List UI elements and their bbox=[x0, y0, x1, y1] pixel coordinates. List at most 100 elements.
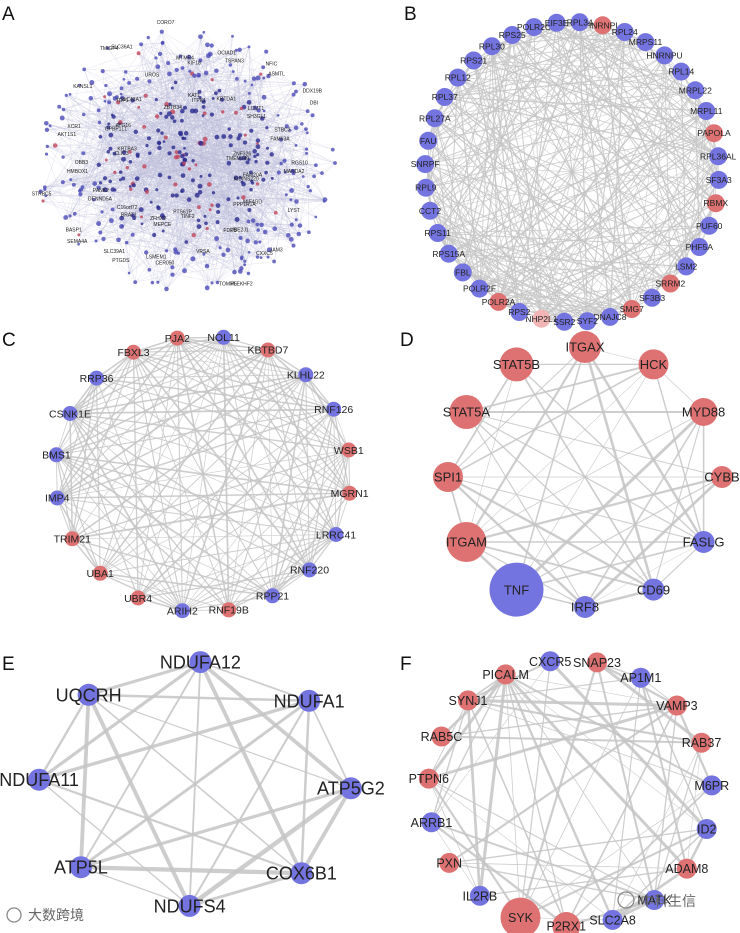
network-edge bbox=[169, 73, 259, 79]
network-node bbox=[261, 177, 266, 182]
network-node bbox=[202, 136, 208, 142]
node-label: NDUFA12 bbox=[160, 653, 241, 673]
network-edge bbox=[56, 349, 269, 499]
watermark-left: 大数跨境 bbox=[6, 907, 84, 924]
node-rpl24 bbox=[615, 23, 634, 41]
network-edge bbox=[504, 674, 567, 927]
network-edge bbox=[427, 140, 611, 318]
network-edge bbox=[126, 242, 218, 283]
network-edge bbox=[305, 115, 313, 130]
network-edge bbox=[447, 346, 586, 478]
network-node bbox=[205, 226, 209, 231]
network-node bbox=[270, 176, 274, 180]
network-edge bbox=[200, 60, 217, 71]
network-node bbox=[209, 112, 215, 117]
network-node bbox=[202, 111, 207, 116]
network-node bbox=[106, 150, 110, 154]
network-edge bbox=[457, 77, 520, 313]
network-node bbox=[214, 134, 220, 140]
network-edge bbox=[491, 45, 687, 267]
network-edge bbox=[172, 46, 250, 275]
network-edge bbox=[259, 201, 297, 243]
network-node bbox=[170, 115, 175, 120]
network-node bbox=[122, 77, 126, 81]
network-edge bbox=[177, 337, 350, 494]
network-edge bbox=[177, 337, 334, 410]
node-label: SF3A3 bbox=[706, 175, 732, 185]
network-edge bbox=[72, 538, 183, 612]
network-edge bbox=[133, 351, 350, 451]
network-edge bbox=[430, 821, 568, 927]
network-edge bbox=[205, 190, 311, 224]
node-label: SPI1 bbox=[434, 470, 462, 485]
network-edge bbox=[467, 698, 677, 708]
network-edge bbox=[98, 78, 238, 224]
network-edge bbox=[98, 49, 240, 111]
network-edge bbox=[184, 148, 243, 183]
node-label: NDUFA1 bbox=[274, 691, 345, 711]
network-node bbox=[198, 58, 203, 63]
network-node bbox=[249, 188, 253, 192]
network-node bbox=[107, 91, 112, 97]
network-node bbox=[203, 214, 207, 218]
network-edge bbox=[515, 346, 586, 590]
node-polr2c bbox=[525, 18, 543, 37]
network-node bbox=[172, 119, 177, 123]
network-edge bbox=[448, 225, 710, 255]
network-node bbox=[215, 203, 221, 208]
network-node bbox=[103, 99, 107, 103]
node-label: POLR2C bbox=[517, 22, 551, 32]
network-node bbox=[106, 46, 110, 50]
network-edge bbox=[122, 127, 267, 227]
node-label: MRPS11 bbox=[629, 37, 663, 47]
network-edge bbox=[138, 53, 292, 191]
network-node bbox=[160, 40, 165, 45]
network-node bbox=[291, 243, 296, 248]
network-node bbox=[286, 233, 291, 238]
network-edge bbox=[46, 115, 279, 130]
network-node bbox=[256, 228, 260, 232]
network-node bbox=[241, 195, 246, 200]
network-node bbox=[240, 255, 244, 259]
network-node bbox=[293, 125, 299, 131]
network-edge bbox=[293, 173, 297, 220]
node-label: TMIGF4 bbox=[100, 46, 119, 52]
panel-letter-a: A bbox=[2, 4, 15, 25]
panel-a-nodes bbox=[38, 29, 337, 292]
network-edge bbox=[473, 60, 716, 204]
network-node bbox=[198, 140, 204, 146]
network-node bbox=[81, 151, 86, 156]
node-label: RPS2 bbox=[508, 307, 530, 317]
node-atp5g2 bbox=[339, 777, 362, 800]
network-node bbox=[239, 266, 244, 271]
node-nhp2l1 bbox=[532, 309, 551, 328]
network-edge bbox=[156, 159, 250, 190]
network-node bbox=[253, 240, 258, 245]
network-node bbox=[188, 69, 192, 73]
network-edge bbox=[447, 363, 654, 478]
network-node bbox=[221, 134, 227, 139]
network-node bbox=[217, 88, 222, 93]
node-rpl37 bbox=[435, 88, 454, 106]
network-node bbox=[231, 70, 235, 73]
network-node bbox=[77, 233, 81, 237]
network-edge bbox=[182, 609, 229, 612]
network-edge bbox=[541, 155, 719, 320]
node-adam8 bbox=[676, 858, 697, 879]
node-label: NDUFA11 bbox=[0, 770, 79, 790]
network-node bbox=[228, 63, 233, 67]
network-node bbox=[291, 81, 296, 86]
panel-letter-f: F bbox=[400, 654, 412, 675]
network-node bbox=[227, 127, 231, 131]
network-edge bbox=[169, 113, 185, 161]
network-edge bbox=[184, 148, 264, 180]
node-rnf220 bbox=[302, 562, 317, 578]
node-label: RBMX bbox=[704, 198, 729, 208]
network-node bbox=[44, 152, 49, 156]
network-edge bbox=[466, 411, 723, 478]
node-label: JAM3 bbox=[270, 248, 283, 254]
node-label: RAB37 bbox=[682, 736, 722, 750]
network-edge bbox=[579, 22, 611, 317]
